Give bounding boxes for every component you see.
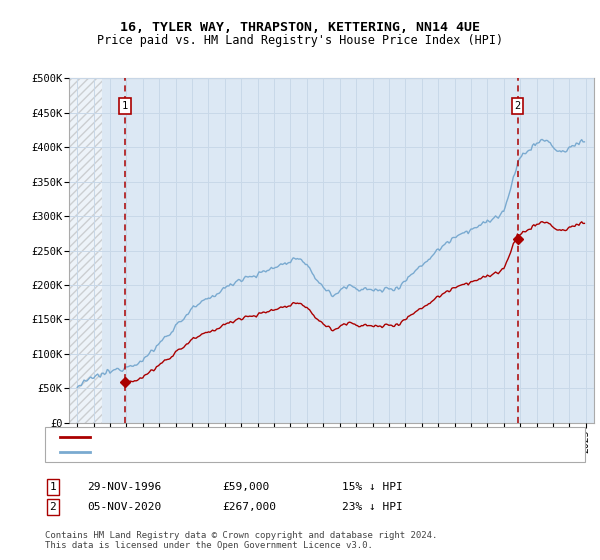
Text: 29-NOV-1996: 29-NOV-1996 [87, 482, 161, 492]
Text: £267,000: £267,000 [222, 502, 276, 512]
Text: 2: 2 [515, 101, 521, 111]
Text: 1: 1 [122, 101, 128, 111]
Text: 15% ↓ HPI: 15% ↓ HPI [342, 482, 403, 492]
Text: £59,000: £59,000 [222, 482, 269, 492]
Text: Contains HM Land Registry data © Crown copyright and database right 2024.
This d: Contains HM Land Registry data © Crown c… [45, 531, 437, 550]
Text: 16, TYLER WAY, THRAPSTON, KETTERING, NN14 4UE (detached house): 16, TYLER WAY, THRAPSTON, KETTERING, NN1… [95, 432, 482, 442]
Bar [69, 78, 102, 423]
Text: HPI: Average price, detached house, North Northamptonshire: HPI: Average price, detached house, Nort… [95, 447, 457, 458]
Text: 1: 1 [49, 482, 56, 492]
Text: 23% ↓ HPI: 23% ↓ HPI [342, 502, 403, 512]
Text: Price paid vs. HM Land Registry's House Price Index (HPI): Price paid vs. HM Land Registry's House … [97, 34, 503, 46]
Text: 05-NOV-2020: 05-NOV-2020 [87, 502, 161, 512]
Bar [69, 78, 102, 423]
Text: 2: 2 [49, 502, 56, 512]
Text: 16, TYLER WAY, THRAPSTON, KETTERING, NN14 4UE: 16, TYLER WAY, THRAPSTON, KETTERING, NN1… [120, 21, 480, 34]
